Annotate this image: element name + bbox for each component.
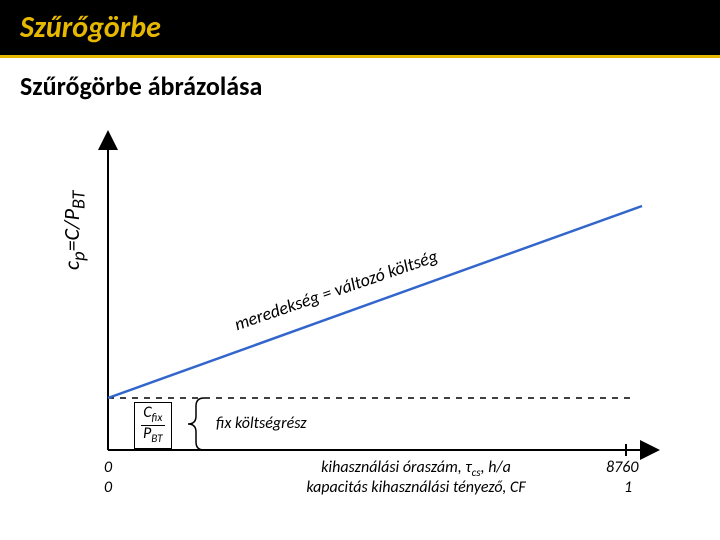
subtitle-area: Szűrőgörbe ábrázolása — [0, 58, 720, 106]
x-tick-left-1: 0 — [104, 458, 112, 477]
y-axis-label-text: cp=C/PBT — [58, 191, 85, 270]
x-tick-left-2-text: 0 — [104, 478, 112, 497]
x-tick-right-1-text: 8760 — [606, 458, 638, 477]
title-bar: Szűrőgörbe — [0, 0, 720, 58]
intercept-fraction: Cfix PBT — [134, 402, 172, 449]
y-axis-label: cp=C/PBT — [58, 191, 89, 270]
x-tick-right-2: 1 — [624, 478, 632, 497]
x-tick-right-1: 8760 — [606, 458, 638, 477]
page-subtitle: Szűrőgörbe ábrázolása — [20, 70, 700, 102]
filter-curve-line — [108, 206, 642, 398]
chart: cp=C/PBT meredekség = változó költség fi… — [46, 120, 686, 510]
page-main-title: Szűrőgörbe — [20, 9, 161, 46]
fix-cost-text: fix költségrész — [216, 414, 307, 433]
intercept-frac-den: PBT — [141, 426, 165, 446]
x-tick-left-2: 0 — [104, 478, 112, 497]
intercept-fraction-inner: Cfix PBT — [141, 405, 165, 446]
x-tick-right-2-text: 1 — [624, 478, 632, 497]
x-axis-caption-2: kapacitás kihasználási tényező, CF — [226, 478, 606, 497]
x-axis-caption-1: kihasználási óraszám, τcs, h/a — [226, 458, 606, 480]
chart-svg — [46, 120, 686, 510]
intercept-brace — [188, 398, 204, 450]
fix-cost-label: fix költségrész — [216, 414, 307, 433]
x-tick-left-1-text: 0 — [104, 458, 112, 477]
intercept-frac-num: Cfix — [141, 405, 165, 426]
